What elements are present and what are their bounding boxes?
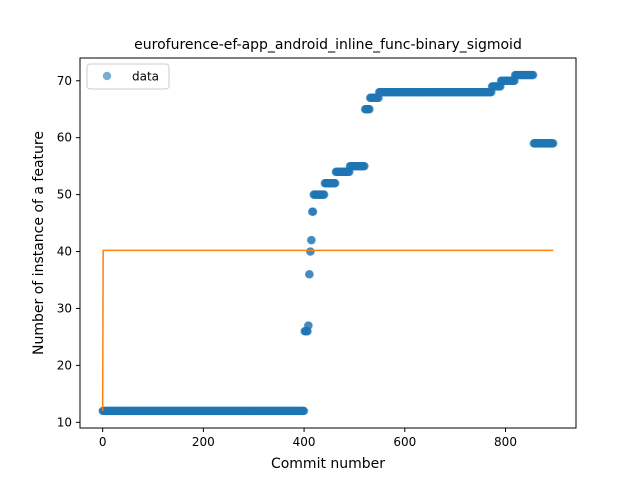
- legend-label: data: [132, 70, 159, 84]
- data-point: [320, 190, 329, 199]
- legend-marker: [102, 71, 112, 81]
- x-tick-label: 600: [393, 435, 416, 449]
- data-point: [308, 207, 318, 216]
- y-tick-label: 20: [57, 358, 72, 372]
- chart-title: eurofurence-ef-app_android_inline_func-b…: [134, 37, 522, 53]
- axes-frame: [79, 57, 577, 429]
- y-tick-label: 70: [57, 74, 72, 88]
- data-point: [360, 161, 369, 171]
- data-point: [365, 105, 374, 114]
- x-tick-label: 800: [494, 435, 517, 449]
- y-tick-label: 30: [57, 301, 72, 315]
- legend: data: [86, 63, 170, 90]
- data-point: [307, 235, 316, 245]
- x-axis-label: Commit number: [271, 456, 385, 472]
- x-tick-label: 0: [99, 435, 107, 449]
- data-point: [528, 70, 538, 80]
- axis-ticks: 0 200 400 600 800 10 20 30 40 50 60 70: [57, 74, 517, 449]
- plot-area: [98, 70, 558, 416]
- data-point: [549, 139, 558, 148]
- data-point: [331, 179, 340, 188]
- y-tick-label: 40: [57, 245, 72, 259]
- fit-line: [101, 249, 554, 411]
- x-tick-label: 400: [293, 435, 316, 449]
- y-axis-label: Number of instance of a feature: [31, 131, 47, 355]
- y-tick-label: 10: [57, 415, 72, 429]
- legend-box: [86, 63, 170, 90]
- data-point: [306, 247, 315, 256]
- data-point: [299, 406, 309, 416]
- y-tick-label: 50: [57, 188, 72, 202]
- data-point: [304, 321, 313, 330]
- data-point: [305, 270, 314, 279]
- y-tick-label: 60: [57, 131, 72, 145]
- x-tick-label: 200: [192, 435, 215, 449]
